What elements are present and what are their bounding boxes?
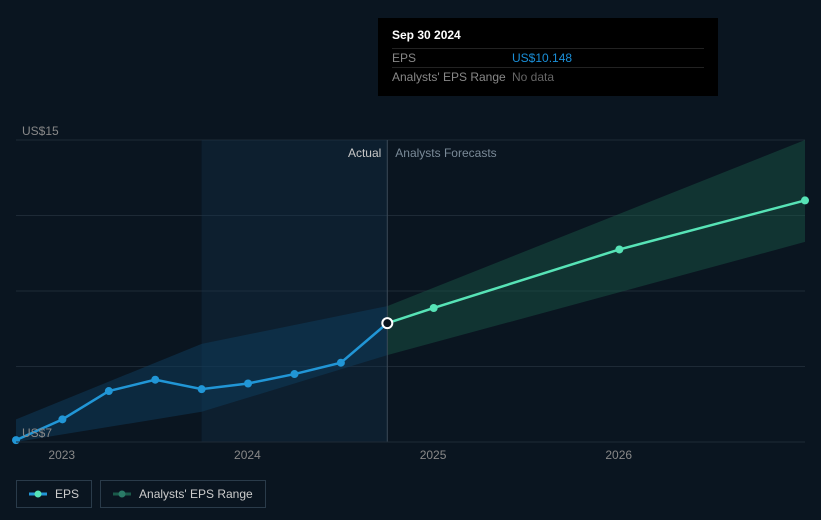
y-axis-label: US$15 xyxy=(22,124,59,138)
tooltip-label: EPS xyxy=(392,51,512,65)
tooltip-label: Analysts' EPS Range xyxy=(392,70,512,84)
tooltip-value: US$10.148 xyxy=(512,51,572,65)
x-axis-label: 2023 xyxy=(48,448,75,462)
region-label-forecast: Analysts Forecasts xyxy=(395,146,496,160)
legend-swatch-icon xyxy=(113,489,131,499)
x-axis-label: 2026 xyxy=(605,448,632,462)
chart-legend: EPS Analysts' EPS Range xyxy=(16,480,266,508)
eps-chart: Sep 30 2024 EPS US$10.148 Analysts' EPS … xyxy=(0,0,821,520)
x-axis-label: 2025 xyxy=(420,448,447,462)
legend-label: Analysts' EPS Range xyxy=(139,487,253,501)
tooltip-row-eps: EPS US$10.148 xyxy=(392,48,704,67)
tooltip-value: No data xyxy=(512,70,554,84)
tooltip-row-range: Analysts' EPS Range No data xyxy=(392,67,704,86)
x-axis-label: 2024 xyxy=(234,448,261,462)
region-label-actual: Actual xyxy=(348,146,381,160)
y-axis-label: US$7 xyxy=(22,426,52,440)
legend-item-range[interactable]: Analysts' EPS Range xyxy=(100,480,266,508)
tooltip-date: Sep 30 2024 xyxy=(392,28,704,42)
legend-item-eps[interactable]: EPS xyxy=(16,480,92,508)
legend-swatch-icon xyxy=(29,489,47,499)
chart-tooltip: Sep 30 2024 EPS US$10.148 Analysts' EPS … xyxy=(378,18,718,96)
legend-label: EPS xyxy=(55,487,79,501)
